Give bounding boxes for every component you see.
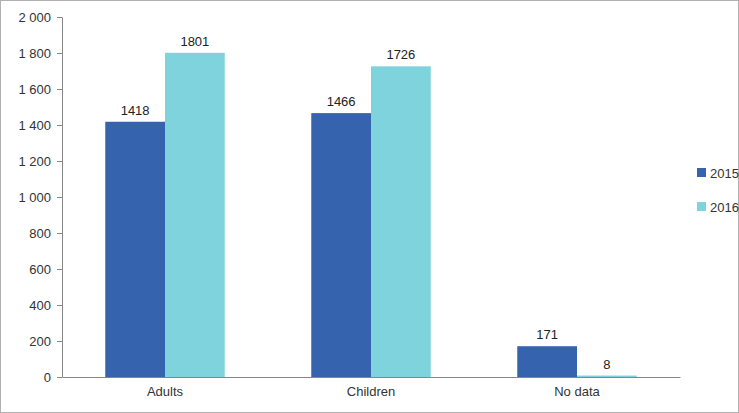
y-tick-mark (57, 377, 62, 378)
x-tick-label: Children (347, 384, 395, 399)
y-tick: 800 (29, 226, 62, 241)
y-tick-label: 0 (44, 370, 51, 385)
y-tick-mark (57, 197, 62, 198)
y-tick: 1 600 (18, 82, 62, 97)
y-tick-label: 600 (29, 262, 51, 277)
y-tick-label: 1 600 (18, 82, 51, 97)
data-label: 1726 (386, 47, 415, 62)
data-label: 1418 (121, 103, 150, 118)
y-tick-mark (57, 233, 62, 234)
y-axis-line (62, 18, 63, 378)
y-tick-mark (57, 161, 62, 162)
y-tick: 2 000 (18, 10, 62, 25)
y-tick-label: 2 000 (18, 10, 51, 25)
bar (105, 122, 165, 377)
bar (371, 66, 431, 377)
data-labels: 1418 1466 171 1801 1726 8 (121, 34, 611, 372)
y-tick: 1 000 (18, 190, 62, 205)
y-tick-label: 1 200 (18, 154, 51, 169)
data-label: 171 (536, 327, 558, 342)
legend: 2015 2016 (697, 166, 739, 215)
y-tick-mark (57, 17, 62, 18)
bars (105, 53, 636, 377)
bar (517, 346, 577, 377)
y-tick-mark (57, 341, 62, 342)
y-tick-label: 1 400 (18, 118, 51, 133)
y-tick-label: 800 (29, 226, 51, 241)
data-label: 1466 (327, 94, 356, 109)
y-tick: 200 (29, 334, 62, 349)
y-tick-label: 1 000 (18, 190, 51, 205)
y-tick-label: 1 800 (18, 46, 51, 61)
y-tick-mark (57, 125, 62, 126)
y-tick-mark (57, 89, 62, 90)
legend-item: 2015 (697, 166, 739, 181)
legend-swatch (697, 202, 706, 211)
y-tick-label: 400 (29, 298, 51, 313)
chart-frame (1, 1, 739, 413)
bar (165, 53, 225, 377)
y-tick-mark (57, 53, 62, 54)
chart: 0 200 400 600 800 1 000 1 200 1 400 1 600 1 800 2 … (0, 0, 739, 413)
y-tick-mark (57, 305, 62, 306)
y-tick: 1 200 (18, 154, 62, 169)
legend-item: 2016 (697, 200, 739, 215)
bar (311, 113, 371, 377)
x-tick: Adults (147, 377, 184, 399)
y-tick: 0 (44, 370, 62, 385)
legend-label: 2016 (710, 200, 739, 215)
y-tick: 1 800 (18, 46, 62, 61)
x-tick-label: Adults (147, 384, 184, 399)
data-label: 1801 (180, 34, 209, 49)
legend-swatch (697, 168, 706, 177)
bar (577, 376, 637, 377)
y-tick: 400 (29, 298, 62, 313)
x-axis-line (63, 377, 681, 378)
y-tick-mark (57, 269, 62, 270)
data-label: 8 (603, 357, 610, 372)
x-tick-label: No data (554, 384, 600, 399)
y-tick: 1 400 (18, 118, 62, 133)
y-tick-label: 200 (29, 334, 51, 349)
x-axis: Adults Children No data (63, 377, 681, 399)
plot: 0 200 400 600 800 1 000 1 200 1 400 1 600 1 800 2 … (18, 10, 680, 400)
x-tick: Children (347, 377, 395, 399)
legend-label: 2015 (710, 166, 739, 181)
y-tick: 600 (29, 262, 62, 277)
x-tick: No data (554, 377, 600, 399)
y-axis: 0 200 400 600 800 1 000 1 200 1 400 1 600 1 800 2 … (18, 10, 62, 385)
